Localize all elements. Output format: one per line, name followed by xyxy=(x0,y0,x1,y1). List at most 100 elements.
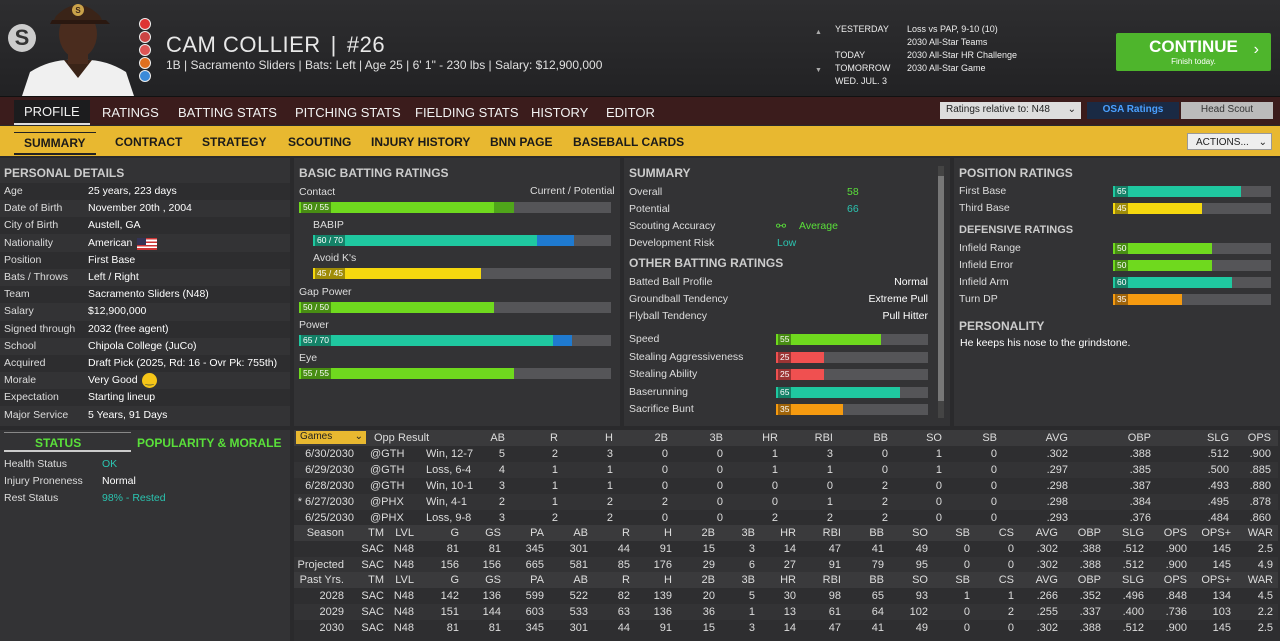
tab-profile[interactable]: PROFILE xyxy=(14,100,90,125)
column-header[interactable]: TM xyxy=(368,574,384,586)
column-header[interactable]: 3B xyxy=(741,527,755,539)
column-header[interactable]: CS xyxy=(998,574,1014,586)
stats-row[interactable]: 2029 SAC N48 151 144 603 533 63 136 36 1 13 61 64 102 0… xyxy=(294,604,1278,620)
schedule-text[interactable]: 2030 All-Star Teams xyxy=(907,37,988,47)
actions-button[interactable]: ACTIONS... ⌄ xyxy=(1187,133,1272,150)
column-header[interactable]: TM xyxy=(368,527,384,539)
stats-row[interactable]: SAC N48 81 81 345 301 44 91 15 3 14 47 41 49 0 0 .302 .38… xyxy=(294,541,1278,557)
detail-value[interactable]: Chipola College (JuCo) xyxy=(88,339,197,352)
column-header[interactable]: 2B xyxy=(654,432,668,444)
osa-ratings-button[interactable]: OSA Ratings xyxy=(1087,102,1179,119)
column-header[interactable]: H xyxy=(605,432,613,444)
tab-scouting[interactable]: SCOUTING xyxy=(288,135,352,149)
column-header[interactable]: Season xyxy=(306,527,344,539)
column-header[interactable]: H xyxy=(664,574,672,586)
column-header[interactable]: OBP xyxy=(1077,574,1101,586)
stats-row[interactable]: Projected SAC N48 156 156 665 581 85 176 29 6 27 91 7… xyxy=(294,557,1278,573)
column-header[interactable]: OPS+ xyxy=(1201,574,1231,586)
game-log-row[interactable]: 6/29/2030 @GTH Loss, 6-4 4 1 1 0 0 1 1 0 1 0 .297 .385… xyxy=(294,462,1278,478)
game-log-row[interactable]: 6/25/2030 @PHX Loss, 9-8 3 2 2 0 0 2 2 2 0 0 .293 .376… xyxy=(294,510,1278,526)
chevron-down-icon[interactable]: ▼ xyxy=(815,67,822,74)
tab-bnn-page[interactable]: BNN PAGE xyxy=(490,135,553,149)
game-log-row[interactable]: * 6/27/2030 @PHX Win, 4-1 2 1 2 2 0 0 1 2 0 0 .298 .38… xyxy=(294,494,1278,510)
tab-baseball-cards[interactable]: BASEBALL CARDS xyxy=(573,135,685,149)
column-header[interactable]: GS xyxy=(485,574,501,586)
column-header[interactable]: RBI xyxy=(814,432,833,444)
schedule-text[interactable]: 2030 All-Star HR Challenge xyxy=(907,50,1018,60)
column-header[interactable]: 2B xyxy=(701,574,715,586)
detail-value[interactable]: Sacramento Sliders (N48) xyxy=(88,288,209,301)
column-header[interactable]: OPS xyxy=(1163,574,1187,586)
column-header[interactable]: SO xyxy=(912,527,928,539)
column-header[interactable]: OPS xyxy=(1163,527,1187,539)
tab-contract[interactable]: CONTRACT xyxy=(115,135,183,149)
column-header[interactable]: BB xyxy=(869,527,884,539)
tab-editor[interactable]: EDITOR xyxy=(606,105,655,120)
stats-row[interactable]: 2030 SAC N48 81 81 345 301 44 91 15 3 14 47 41 49 0 0 .30… xyxy=(294,620,1278,636)
column-header[interactable]: WAR xyxy=(1247,574,1273,586)
column-header[interactable]: OBP xyxy=(1077,527,1101,539)
column-header[interactable]: CS xyxy=(998,527,1014,539)
column-header[interactable]: SLG xyxy=(1121,574,1144,586)
tab-history[interactable]: HISTORY xyxy=(531,105,589,120)
popularity-morale-tab[interactable]: POPULARITY & MORALE xyxy=(137,436,282,450)
column-header[interactable]: SO xyxy=(912,574,928,586)
column-header[interactable]: WAR xyxy=(1247,527,1273,539)
column-header[interactable]: SB xyxy=(955,574,970,586)
schedule-text[interactable]: 2030 All-Star Game xyxy=(907,63,986,73)
column-header[interactable]: PA xyxy=(530,574,544,586)
column-header[interactable]: AVG xyxy=(1045,432,1068,444)
column-header[interactable]: HR xyxy=(780,574,796,586)
tab-ratings[interactable]: RATINGS xyxy=(102,105,159,120)
tab-fielding-stats[interactable]: FIELDING STATS xyxy=(415,105,519,120)
column-header[interactable]: PA xyxy=(530,527,544,539)
column-header[interactable]: 3B xyxy=(709,432,723,444)
column-header[interactable]: Past Yrs. xyxy=(299,574,344,586)
column-header[interactable]: AB xyxy=(490,432,505,444)
tab-summary[interactable]: SUMMARY xyxy=(14,132,96,155)
head-scout-button[interactable]: Head Scout xyxy=(1181,102,1273,119)
column-header[interactable]: SLG xyxy=(1121,527,1144,539)
column-header[interactable]: BB xyxy=(873,432,888,444)
tab-injury-history[interactable]: INJURY HISTORY xyxy=(371,135,471,149)
tab-strategy[interactable]: STRATEGY xyxy=(202,135,267,149)
column-header[interactable]: SB xyxy=(955,527,970,539)
column-header[interactable]: SO xyxy=(926,432,942,444)
column-header[interactable]: AB xyxy=(573,527,588,539)
column-header[interactable]: SB xyxy=(982,432,997,444)
game-log-row[interactable]: 6/30/2030 @GTH Win, 12-7 5 2 3 0 0 1 3 0 1 0 .302 .388… xyxy=(294,446,1278,462)
column-header[interactable]: OPS xyxy=(1247,432,1271,444)
games-select[interactable]: Games ⌄ xyxy=(296,431,366,444)
column-header[interactable]: RBI xyxy=(822,574,841,586)
column-header[interactable]: 3B xyxy=(741,574,755,586)
column-header[interactable]: R xyxy=(622,527,630,539)
ratings-relative-select[interactable]: Ratings relative to: N48 ⌄ xyxy=(940,102,1081,119)
continue-button[interactable]: CONTINUE Finish today. › xyxy=(1116,33,1271,71)
column-header[interactable]: 2B xyxy=(701,527,715,539)
column-header[interactable]: G xyxy=(450,527,459,539)
column-header[interactable]: AB xyxy=(573,574,588,586)
column-header[interactable]: H xyxy=(664,527,672,539)
column-header[interactable]: AVG xyxy=(1035,574,1058,586)
column-header[interactable]: R xyxy=(622,574,630,586)
status-tab[interactable]: STATUS xyxy=(35,436,82,450)
column-header[interactable]: Result xyxy=(398,432,430,444)
scrollbar[interactable] xyxy=(938,166,944,418)
stats-row[interactable]: 2028 SAC N48 142 136 599 522 82 139 20 5 30 98 65 93 1 1… xyxy=(294,588,1278,604)
column-header[interactable]: OBP xyxy=(1127,432,1151,444)
chevron-up-icon[interactable]: ▲ xyxy=(815,29,822,36)
column-header[interactable]: HR xyxy=(762,432,778,444)
column-header[interactable]: RBI xyxy=(822,527,841,539)
column-header[interactable]: SLG xyxy=(1206,432,1229,444)
column-header[interactable]: OPS+ xyxy=(1201,527,1231,539)
column-header[interactable]: AVG xyxy=(1035,527,1058,539)
column-header[interactable]: GS xyxy=(485,527,501,539)
column-header[interactable]: HR xyxy=(780,527,796,539)
column-header[interactable]: BB xyxy=(869,574,884,586)
column-header[interactable]: G xyxy=(450,574,459,586)
column-header[interactable]: R xyxy=(550,432,558,444)
column-header[interactable]: LVL xyxy=(395,574,414,586)
tab-batting-stats[interactable]: BATTING STATS xyxy=(178,105,277,120)
column-header[interactable]: Opp xyxy=(374,432,395,444)
schedule-text[interactable]: Loss vs PAP, 9-10 (10) xyxy=(907,24,998,34)
